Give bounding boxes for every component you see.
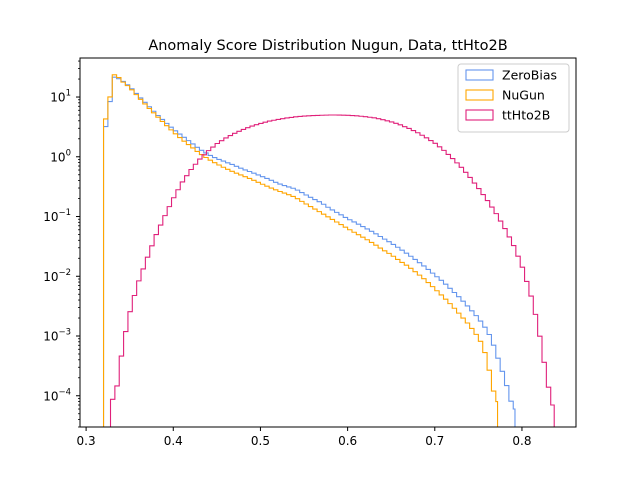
x-tick-label: 0.6 [338, 434, 357, 448]
x-axis: 0.3 0.4 0.5 0.6 0.7 0.8 [77, 427, 532, 448]
legend-label-tthto2b: ttHto2B [502, 108, 550, 123]
y-tick-label: 100 [50, 148, 71, 164]
y-tick-label: 101 [50, 89, 71, 105]
x-tick-label: 0.5 [251, 434, 270, 448]
legend-swatch-nugun [465, 89, 494, 101]
legend: ZeroBias NuGun ttHto2B [457, 63, 570, 133]
legend-box [457, 63, 570, 133]
x-tick-label: 0.7 [425, 434, 444, 448]
x-tick-label: 0.4 [164, 434, 183, 448]
legend-label-nugun: NuGun [502, 88, 545, 103]
legend-swatch-zerobias [465, 69, 494, 81]
series-layer [102, 74, 555, 427]
x-tick-label: 0.3 [77, 434, 96, 448]
series-line-tthto2b [109, 114, 555, 427]
chart-title: Anomaly Score Distribution Nugun, Data, … [148, 38, 507, 54]
y-tick-label: 10−2 [43, 268, 71, 284]
legend-label-zerobias: ZeroBias [502, 68, 557, 83]
x-tick-label: 0.8 [512, 434, 531, 448]
y-axis: 10−4 10−3 10−2 10−1 100 101 [43, 60, 80, 428]
plot-frame [79, 57, 577, 428]
y-tick-label: 10−4 [43, 387, 71, 403]
y-tick-label: 10−1 [43, 208, 71, 224]
y-tick-label: 10−3 [43, 328, 71, 344]
series-line-zerobias [102, 76, 516, 427]
series-line-nugun [102, 74, 499, 427]
legend-swatch-tthto2b [465, 109, 494, 121]
